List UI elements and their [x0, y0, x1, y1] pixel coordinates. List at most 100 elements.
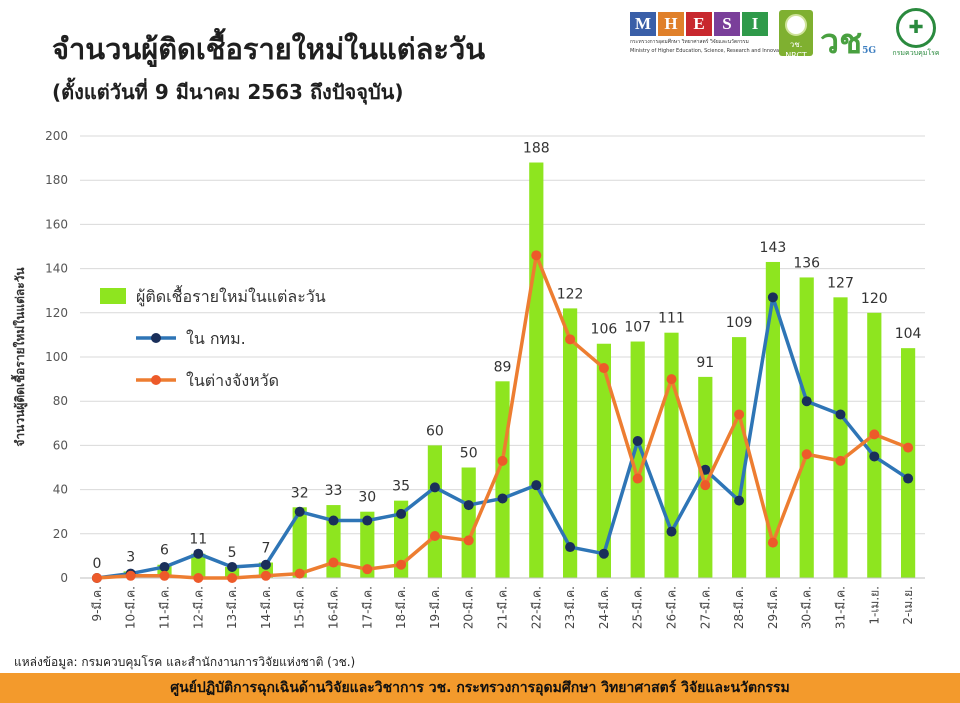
line-point: [666, 526, 677, 537]
mhesi-letter: H: [658, 12, 684, 36]
bar-data-label: 33: [325, 483, 343, 499]
line-point: [767, 292, 778, 303]
bar: [765, 261, 780, 578]
x-tick-label: 21-มี.ค.: [496, 586, 510, 629]
bar: [427, 445, 442, 578]
y-tick-label: 80: [53, 394, 68, 408]
line-point: [260, 559, 271, 570]
x-tick-label: 16-มี.ค.: [327, 586, 341, 629]
line-point: [565, 542, 576, 553]
chart-subtitle: (ตั้งแต่วันที่ 9 มีนาคม 2563 ถึงปัจจุบัน…: [52, 80, 404, 104]
dcd-emblem-icon: ✚: [896, 8, 936, 48]
y-axis-label: จำนวนผู้ติดเชื้อรายใหม่ในแต่ละวัน: [10, 267, 28, 447]
bar: [630, 341, 645, 578]
line-point: [869, 429, 880, 440]
x-tick-label: 23-มี.ค.: [563, 586, 577, 629]
bar-data-label: 127: [827, 275, 854, 291]
bar: [394, 500, 409, 578]
bar: [867, 312, 882, 578]
line-point: [328, 515, 339, 526]
line-point: [159, 570, 170, 581]
line-point: [835, 409, 846, 420]
y-tick-label: 140: [45, 262, 68, 276]
x-tick-label: 2-เม.ย.: [901, 586, 915, 625]
line-point: [328, 557, 339, 568]
line-point: [362, 515, 373, 526]
nrct-logo: วช. NRCT: [779, 10, 813, 60]
line-point: [497, 493, 508, 504]
bar: [529, 162, 544, 578]
bar: [698, 376, 713, 578]
line-point: [903, 473, 914, 484]
line-point: [835, 455, 846, 466]
line-point: [396, 559, 407, 570]
y-tick-label: 120: [45, 306, 68, 320]
bar-data-label: 91: [696, 355, 714, 371]
chart-title: จำนวนผู้ติดเชื้อรายใหม่ในแต่ละวัน: [52, 32, 486, 66]
footer-banner: ศูนย์ปฏิบัติการฉุกเฉินด้านวิจัยและวิชากา…: [0, 673, 960, 703]
x-tick-label: 18-มี.ค.: [394, 586, 408, 629]
x-tick-label: 9-มี.ค.: [90, 586, 104, 622]
line-point: [598, 548, 609, 559]
line-point: [193, 573, 204, 583]
mhesi-letter: S: [714, 12, 740, 36]
bar-data-label: 11: [189, 532, 207, 548]
bar: [833, 297, 848, 578]
x-tick-label: 29-มี.ค.: [766, 586, 780, 629]
bar-data-label: 0: [92, 556, 101, 572]
line-point: [463, 535, 474, 546]
bar: [732, 337, 747, 578]
y-tick-label: 160: [45, 217, 68, 231]
bar-data-label: 143: [760, 240, 787, 256]
bar: [292, 507, 307, 578]
bar-data-label: 3: [126, 549, 135, 565]
bar-data-label: 50: [460, 446, 478, 462]
line-point: [734, 409, 745, 420]
y-tick-label: 0: [60, 571, 68, 585]
bar-data-label: 111: [658, 311, 685, 327]
line-point: [193, 548, 204, 559]
line-point: [801, 449, 812, 460]
bar-data-label: 188: [523, 141, 550, 157]
combo-chart: 020406080100120140160180200จำนวนผู้ติดเช…: [10, 129, 925, 629]
mhesi-subtitle: กระทรวงการอุดมศึกษา วิทยาศาสตร์ วิจัยและ…: [630, 39, 749, 45]
x-tick-label: 28-มี.ค.: [732, 586, 746, 629]
line-point: [294, 568, 305, 579]
line-point: [734, 495, 745, 506]
mhesi-subtitle-en: Ministry of Higher Education, Science, R…: [630, 48, 789, 54]
line-point: [666, 374, 677, 385]
y-tick-label: 180: [45, 173, 68, 187]
line-point: [801, 396, 812, 407]
bar: [799, 277, 814, 578]
x-tick-label: 27-มี.ค.: [698, 586, 712, 629]
x-tick-label: 19-มี.ค.: [428, 586, 442, 629]
line-point: [497, 455, 508, 466]
bar-data-label: 106: [591, 322, 618, 338]
data-source-note: แหล่งข้อมูล: กรมควบคุมโรค และสำนักงานการ…: [14, 655, 356, 669]
line-point: [632, 435, 643, 446]
bar: [495, 381, 510, 578]
mhesi-letter: M: [630, 12, 656, 36]
line-point: [159, 561, 170, 572]
bar-data-label: 6: [160, 543, 169, 559]
x-tick-label: 15-มี.ค.: [293, 586, 307, 629]
bar-data-label: 122: [557, 286, 584, 302]
line-point: [227, 561, 238, 572]
line-point: [125, 570, 136, 581]
vor-5g-label: 5G: [862, 46, 877, 56]
vor-label: วช: [820, 22, 863, 62]
y-tick-label: 60: [53, 438, 68, 452]
line-point: [294, 506, 305, 517]
x-tick-label: 24-มี.ค.: [597, 586, 611, 629]
x-tick-label: 17-มี.ค.: [360, 586, 374, 629]
x-tick-label: 31-มี.ค.: [834, 586, 848, 629]
bar-data-label: 136: [793, 255, 820, 271]
bar-data-label: 30: [358, 490, 376, 506]
line-point: [463, 500, 474, 511]
x-tick-label: 12-มี.ค.: [191, 586, 205, 629]
bar: [596, 343, 611, 578]
line-point: [700, 480, 711, 491]
bar-data-label: 60: [426, 423, 444, 439]
